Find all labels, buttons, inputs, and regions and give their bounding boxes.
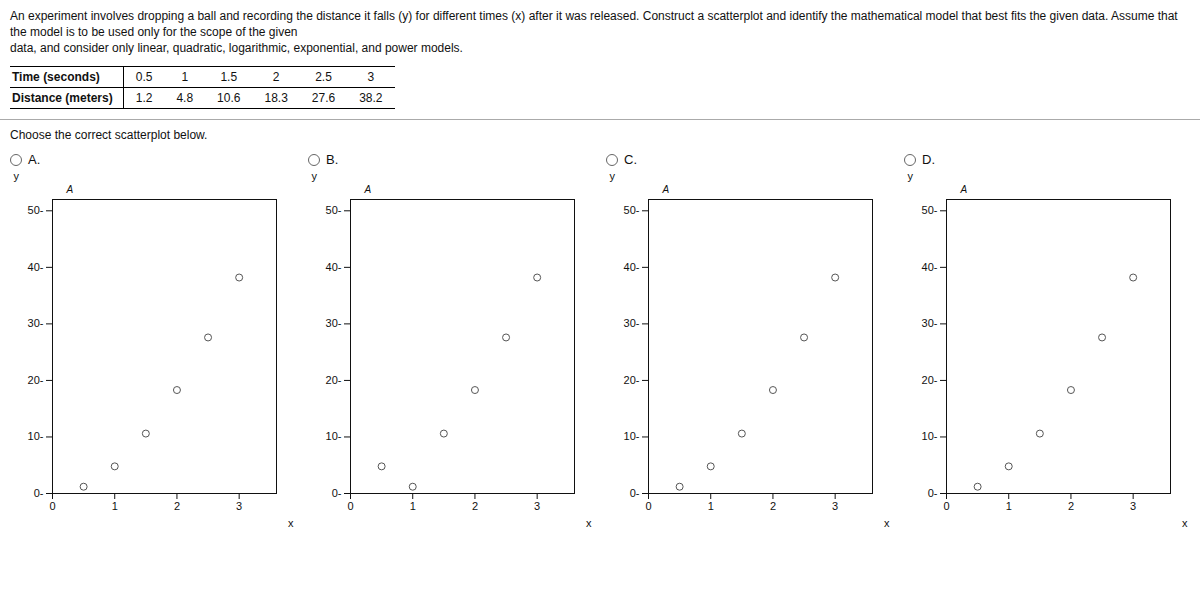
svg-text:50-: 50-	[624, 204, 640, 216]
svg-text:0-: 0-	[928, 487, 938, 499]
html-text:0.5: 0.5	[135, 70, 153, 84]
svg-text:x: x	[288, 517, 294, 529]
svg-text:A: A	[364, 184, 372, 195]
svg-text:y: y	[610, 170, 616, 182]
html-text:1.2: 1.2	[135, 91, 153, 105]
svg-text:0: 0	[943, 500, 949, 512]
html-text:1: 1	[181, 70, 189, 84]
svg-text:3: 3	[236, 500, 242, 512]
html-text:data, and consider only linear: data, and consider only linear, quadrati…	[10, 41, 463, 55]
html-text:1.5: 1.5	[220, 70, 238, 84]
svg-text:0-: 0-	[630, 487, 640, 499]
svg-text:2: 2	[1068, 500, 1074, 512]
svg-text:2: 2	[770, 500, 776, 512]
svg-text:3: 3	[1130, 500, 1136, 512]
svg-text:0: 0	[645, 500, 651, 512]
svg-text:x: x	[884, 517, 890, 529]
html-text:10.6: 10.6	[217, 91, 241, 105]
svg-text:30-: 30-	[28, 317, 44, 329]
svg-text:x: x	[586, 517, 592, 529]
svg-text:x: x	[1182, 517, 1188, 529]
svg-text:30-: 30-	[624, 317, 640, 329]
svg-text:A: A	[66, 184, 74, 195]
svg-text:2: 2	[174, 500, 180, 512]
svg-text:40-: 40-	[624, 261, 640, 273]
svg-text:10-: 10-	[624, 430, 640, 442]
html-text:4.8: 4.8	[176, 91, 194, 105]
svg-text:10-: 10-	[326, 430, 342, 442]
svg-text:30-: 30-	[326, 317, 342, 329]
svg-text:2: 2	[472, 500, 478, 512]
svg-text:50-: 50-	[922, 204, 938, 216]
svg-text:y: y	[312, 170, 318, 182]
html-text:2: 2	[272, 70, 280, 84]
html-text:38.2: 38.2	[359, 91, 383, 105]
svg-text:40-: 40-	[922, 261, 938, 273]
svg-text:0: 0	[347, 500, 353, 512]
html-text:B.: B.	[326, 152, 339, 167]
svg-text:3: 3	[832, 500, 838, 512]
svg-text:0-: 0-	[332, 487, 342, 499]
svg-text:40-: 40-	[28, 261, 44, 273]
svg-text:20-: 20-	[922, 374, 938, 386]
html-text:18.3: 18.3	[264, 91, 288, 105]
svg-text:50-: 50-	[28, 204, 44, 216]
html-text:An experiment involves droppin: An experiment involves dropping a ball a…	[10, 9, 1178, 39]
html-text:C.: C.	[624, 152, 637, 167]
svg-text:20-: 20-	[326, 374, 342, 386]
svg-text:10-: 10-	[922, 430, 938, 442]
svg-text:y: y	[14, 170, 20, 182]
svg-text:0-: 0-	[34, 487, 44, 499]
svg-text:1: 1	[410, 500, 416, 512]
svg-text:20-: 20-	[28, 374, 44, 386]
html-text:27.6: 27.6	[311, 91, 336, 105]
html-text:D.: D.	[922, 152, 935, 167]
html-text:A.: A.	[28, 152, 41, 167]
html-text:3: 3	[367, 70, 375, 84]
svg-text:20-: 20-	[624, 374, 640, 386]
svg-text:30-: 30-	[922, 317, 938, 329]
html-text:Time (seconds): Time (seconds)	[12, 70, 100, 84]
svg-text:1: 1	[112, 500, 118, 512]
svg-text:0: 0	[49, 500, 55, 512]
svg-text:3: 3	[534, 500, 540, 512]
svg-text:A: A	[662, 184, 670, 195]
svg-text:10-: 10-	[28, 430, 44, 442]
svg-text:40-: 40-	[326, 261, 342, 273]
svg-text:1: 1	[1006, 500, 1012, 512]
svg-text:y: y	[908, 170, 914, 182]
html-text:Choose the correct scatterplot: Choose the correct scatterplot below.	[10, 128, 208, 142]
svg-text:1: 1	[708, 500, 714, 512]
html-text:2.5: 2.5	[315, 70, 332, 84]
html-text:Distance (meters): Distance (meters)	[12, 91, 113, 105]
svg-text:A: A	[960, 184, 968, 195]
svg-text:50-: 50-	[326, 204, 342, 216]
